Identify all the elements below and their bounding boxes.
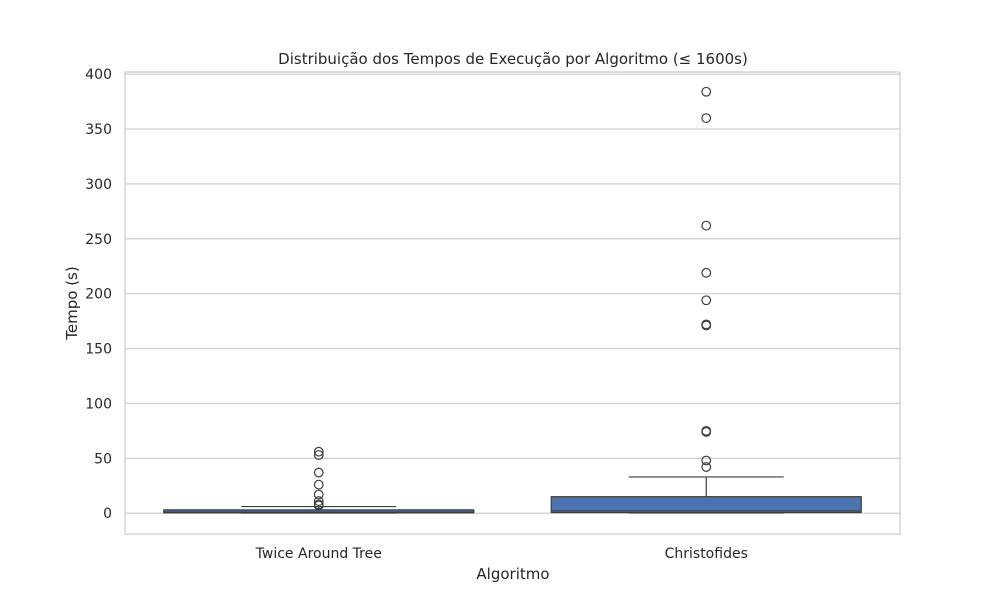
outlier-point [313, 479, 324, 490]
y-tick-label: 300 [85, 177, 112, 193]
box-plot-series [163, 86, 862, 514]
iqr-box [550, 496, 862, 514]
y-tick-label: 50 [94, 451, 112, 467]
box-group [550, 86, 862, 514]
outlier-point [313, 499, 324, 510]
x-tick-label: Christofides [665, 546, 748, 562]
y-tick-label: 200 [85, 287, 112, 303]
outlier-point [313, 467, 324, 478]
y-tick-label: 250 [85, 232, 112, 248]
outlier-point [701, 462, 712, 472]
outlier-point [701, 295, 712, 306]
x-tick-label: Twice Around Tree [255, 546, 382, 562]
y-tick-label: 100 [85, 396, 112, 412]
outlier-point [701, 319, 712, 330]
outlier-point [701, 86, 712, 97]
box-group [163, 446, 475, 514]
outlier-point [313, 489, 324, 500]
y-axis-ticks: 0 50 100 150 200 250 300 350 400 [85, 67, 112, 522]
outlier-point [701, 425, 712, 436]
outlier-point [701, 455, 712, 466]
y-tick-label: 350 [85, 122, 112, 138]
grid-lines [125, 73, 900, 514]
y-tick-label: 400 [85, 67, 112, 83]
outlier-point [313, 450, 324, 460]
x-axis-ticks: Twice Around Tree Christofides [255, 546, 748, 562]
outlier-point [313, 496, 324, 506]
outlier-point [313, 446, 324, 457]
plot-frame [124, 71, 901, 535]
y-axis-label: Tempo (s) [63, 266, 81, 340]
x-axis-label: Algoritmo [476, 565, 549, 583]
outlier-point [701, 113, 712, 123]
y-tick-label: 150 [85, 342, 112, 358]
y-tick-label: 0 [103, 506, 112, 522]
outlier-point [701, 267, 712, 278]
chart-title: Distribuição dos Tempos de Execução por … [278, 50, 748, 68]
outlier-point [701, 220, 712, 231]
